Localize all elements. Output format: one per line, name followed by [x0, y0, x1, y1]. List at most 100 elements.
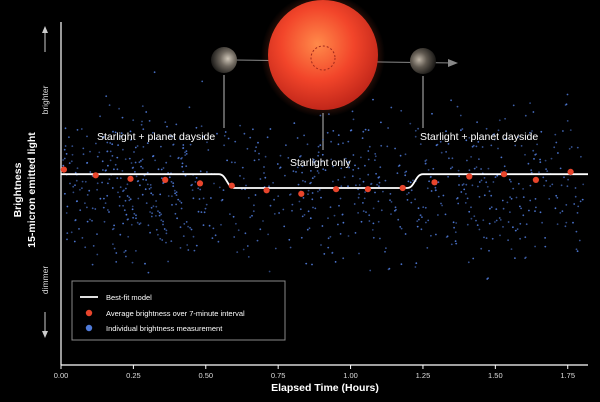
measurement-point: [164, 121, 167, 123]
measurement-point: [106, 194, 109, 197]
planet-left-icon: [211, 47, 237, 73]
measurement-point: [170, 240, 173, 243]
measurement-point: [134, 161, 137, 164]
measurement-point: [208, 224, 211, 227]
measurement-point: [140, 160, 142, 162]
measurement-point: [180, 207, 183, 210]
measurement-point: [529, 131, 531, 134]
measurement-point: [139, 184, 141, 187]
measurement-point: [478, 181, 481, 183]
measurement-point: [567, 178, 569, 181]
measurement-point: [136, 221, 139, 224]
measurement-point: [72, 191, 75, 194]
measurement-point: [319, 114, 322, 117]
measurement-point: [371, 229, 374, 231]
measurement-point: [486, 185, 489, 188]
measurement-point: [79, 188, 81, 191]
measurement-point: [81, 237, 84, 239]
measurement-point: [400, 263, 403, 266]
measurement-point: [160, 145, 162, 148]
measurement-point: [421, 216, 423, 219]
measurement-point: [524, 236, 527, 239]
measurement-point: [66, 232, 69, 235]
measurement-point: [340, 185, 343, 188]
measurement-point: [146, 183, 149, 186]
measurement-point: [566, 93, 569, 96]
measurement-point: [430, 234, 432, 237]
measurement-point: [389, 199, 391, 202]
measurement-point: [504, 138, 507, 140]
measurement-point: [224, 131, 227, 133]
measurement-point: [198, 198, 201, 200]
measurement-point: [134, 146, 137, 149]
measurement-point: [535, 153, 537, 156]
measurement-point: [289, 246, 292, 249]
measurement-point: [437, 195, 440, 198]
measurement-point: [396, 172, 399, 175]
measurement-point: [487, 277, 489, 280]
measurement-point: [430, 190, 433, 192]
measurement-point: [246, 147, 249, 150]
measurement-point: [456, 105, 459, 108]
measurement-point: [302, 179, 304, 182]
arrow-down-icon: [42, 331, 48, 338]
measurement-point: [467, 261, 470, 264]
measurement-point: [311, 263, 313, 266]
measurement-point: [239, 124, 242, 127]
measurement-point: [276, 163, 279, 165]
measurement-point: [68, 136, 70, 139]
measurement-point: [311, 177, 314, 180]
measurement-point: [544, 237, 546, 239]
measurement-point: [131, 261, 134, 264]
measurement-point: [330, 158, 333, 161]
measurement-point: [525, 223, 528, 226]
measurement-point: [576, 212, 579, 214]
measurement-point: [485, 237, 488, 240]
measurement-point: [347, 140, 350, 143]
measurement-point: [113, 224, 115, 227]
measurement-point: [165, 161, 168, 164]
measurement-point: [126, 183, 129, 186]
measurement-point: [487, 167, 490, 170]
measurement-point: [96, 182, 99, 185]
measurement-point: [115, 261, 118, 263]
measurement-point: [360, 156, 362, 159]
measurement-point: [167, 195, 170, 197]
measurement-point: [387, 127, 389, 129]
measurement-point: [516, 228, 519, 231]
average-brightness-point: [298, 190, 305, 197]
measurement-point: [74, 219, 77, 221]
measurement-point: [199, 188, 202, 191]
measurement-point: [132, 166, 135, 169]
measurement-point: [440, 202, 442, 205]
measurement-point: [255, 146, 257, 149]
measurement-point: [394, 147, 396, 150]
measurement-point: [339, 233, 342, 235]
measurement-point: [132, 119, 135, 122]
measurement-point: [216, 132, 218, 135]
measurement-point: [519, 205, 521, 208]
measurement-point: [362, 210, 365, 213]
measurement-point: [149, 231, 152, 234]
measurement-point: [101, 181, 103, 184]
measurement-point: [64, 192, 66, 195]
measurement-point: [206, 141, 208, 144]
measurement-point: [557, 152, 559, 154]
measurement-point: [259, 178, 262, 180]
measurement-point: [531, 130, 533, 132]
measurement-point: [303, 134, 305, 137]
measurement-point: [324, 169, 327, 172]
measurement-point: [91, 263, 94, 266]
measurement-point: [313, 175, 316, 178]
measurement-point: [519, 222, 522, 225]
measurement-point: [478, 228, 481, 231]
measurement-point: [214, 234, 217, 237]
measurement-point: [107, 182, 109, 185]
measurement-point: [329, 206, 332, 209]
measurement-point: [172, 143, 175, 146]
measurement-point: [338, 204, 340, 207]
measurement-point: [466, 159, 468, 162]
measurement-point: [172, 185, 175, 188]
measurement-point: [86, 206, 88, 209]
measurement-point: [466, 223, 469, 226]
